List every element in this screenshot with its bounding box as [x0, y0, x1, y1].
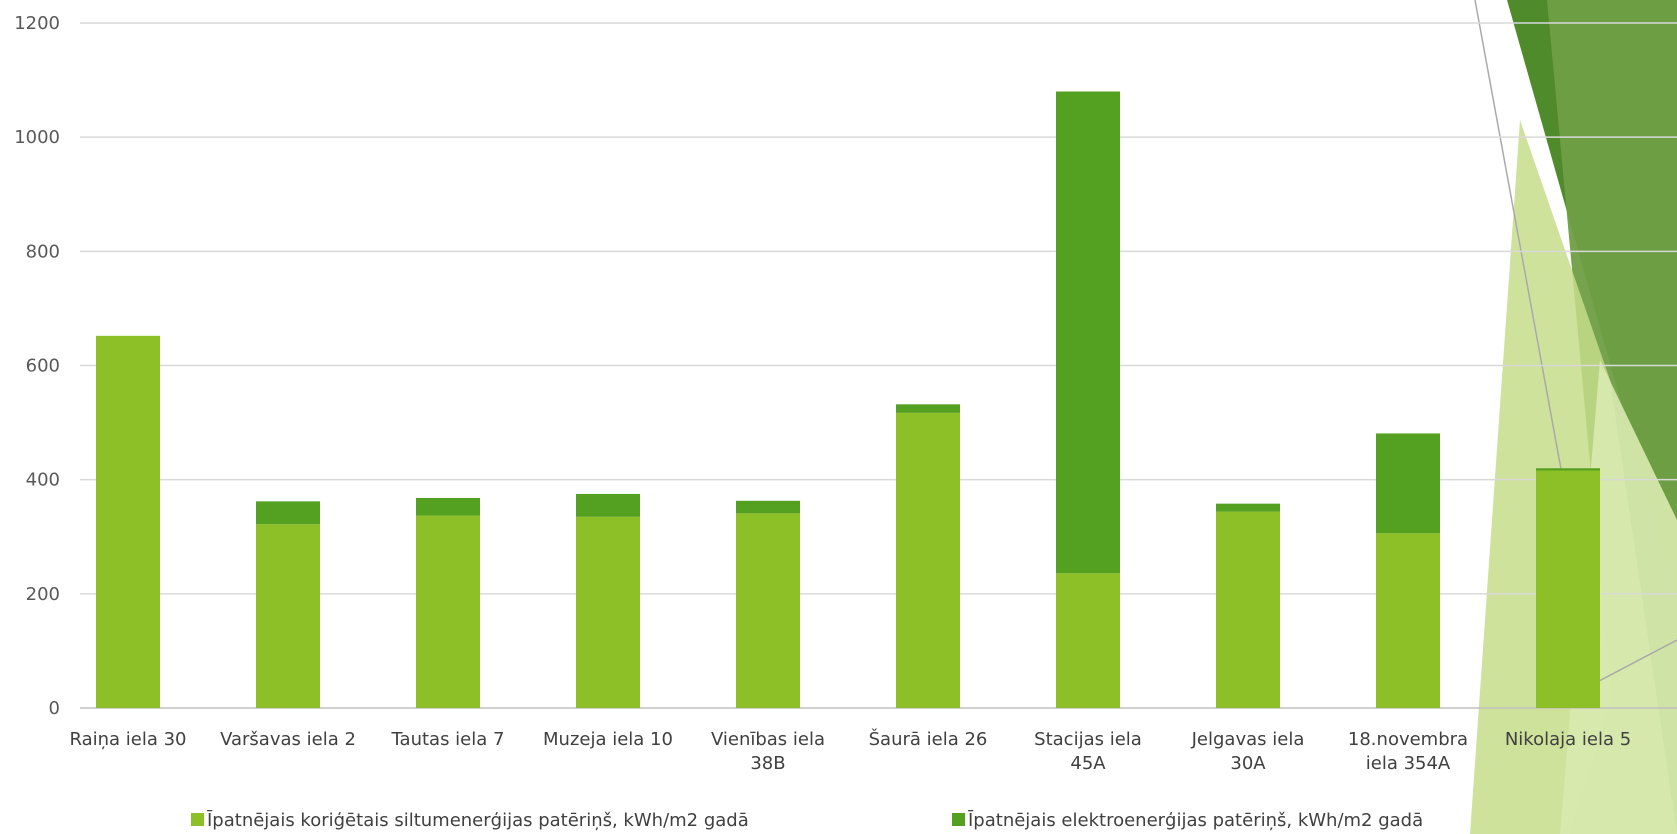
- bar-segment-electricity: [1056, 91, 1120, 574]
- y-tick-label: 1200: [14, 13, 60, 34]
- bar-segment-electricity: [736, 500, 800, 514]
- x-category-label: Vienības iela: [711, 729, 825, 750]
- decor-pale-green-shape: [1560, 360, 1677, 834]
- y-tick-label: 0: [49, 698, 60, 719]
- x-category-label: 18.novembra: [1348, 729, 1468, 750]
- bar-segment-heat: [576, 516, 640, 708]
- bar-segment-electricity: [896, 404, 960, 413]
- bar-segment-heat: [1376, 533, 1440, 708]
- decor-line: [1474, 0, 1564, 481]
- x-category-label: Tautas iela 7: [391, 729, 505, 750]
- x-category-label: Raiņa iela 30: [69, 729, 186, 750]
- bar-segment-heat: [416, 515, 480, 708]
- bar-segment-heat: [96, 335, 160, 708]
- bar-segment-heat: [256, 524, 320, 708]
- x-category-label: Nikolaja iela 5: [1505, 729, 1631, 750]
- y-tick-label: 400: [26, 470, 60, 491]
- legend-swatch: [191, 813, 204, 826]
- y-tick-label: 600: [26, 356, 60, 377]
- x-category-label: 45A: [1070, 753, 1106, 774]
- bar-segment-heat: [896, 412, 960, 708]
- legend-swatch: [952, 813, 965, 826]
- bar-segment-heat: [736, 513, 800, 708]
- bar-segment-electricity: [1376, 433, 1440, 534]
- bar-segment-electricity: [256, 501, 320, 525]
- x-category-label: Stacijas iela: [1034, 729, 1142, 750]
- x-category-label: Muzeja iela 10: [543, 729, 673, 750]
- legend-label: Īpatnējais elektroenerģijas patēriņš, kW…: [968, 809, 1423, 831]
- bar-segment-heat: [1536, 470, 1600, 708]
- bar-segment-electricity: [416, 497, 480, 516]
- x-category-label: Jelgavas iela: [1191, 729, 1305, 750]
- bar-segment-electricity: [1536, 468, 1600, 471]
- bar-segment-electricity: [1216, 503, 1280, 512]
- x-category-label: iela 354A: [1366, 753, 1451, 774]
- bar-segment-heat: [1216, 511, 1280, 708]
- y-tick-label: 200: [26, 584, 60, 605]
- x-category-label: Šaurā iela 26: [869, 728, 988, 750]
- y-tick-label: 800: [26, 241, 60, 262]
- y-tick-label: 1000: [14, 127, 60, 148]
- x-category-label: 30A: [1230, 753, 1266, 774]
- bar-segment-heat: [1056, 573, 1120, 708]
- x-category-label: 38B: [750, 753, 785, 774]
- bar-segment-electricity: [576, 493, 640, 517]
- legend-label: Īpatnējais koriģētais siltumenerģijas pa…: [207, 809, 749, 831]
- x-category-label: Varšavas iela 2: [220, 729, 356, 750]
